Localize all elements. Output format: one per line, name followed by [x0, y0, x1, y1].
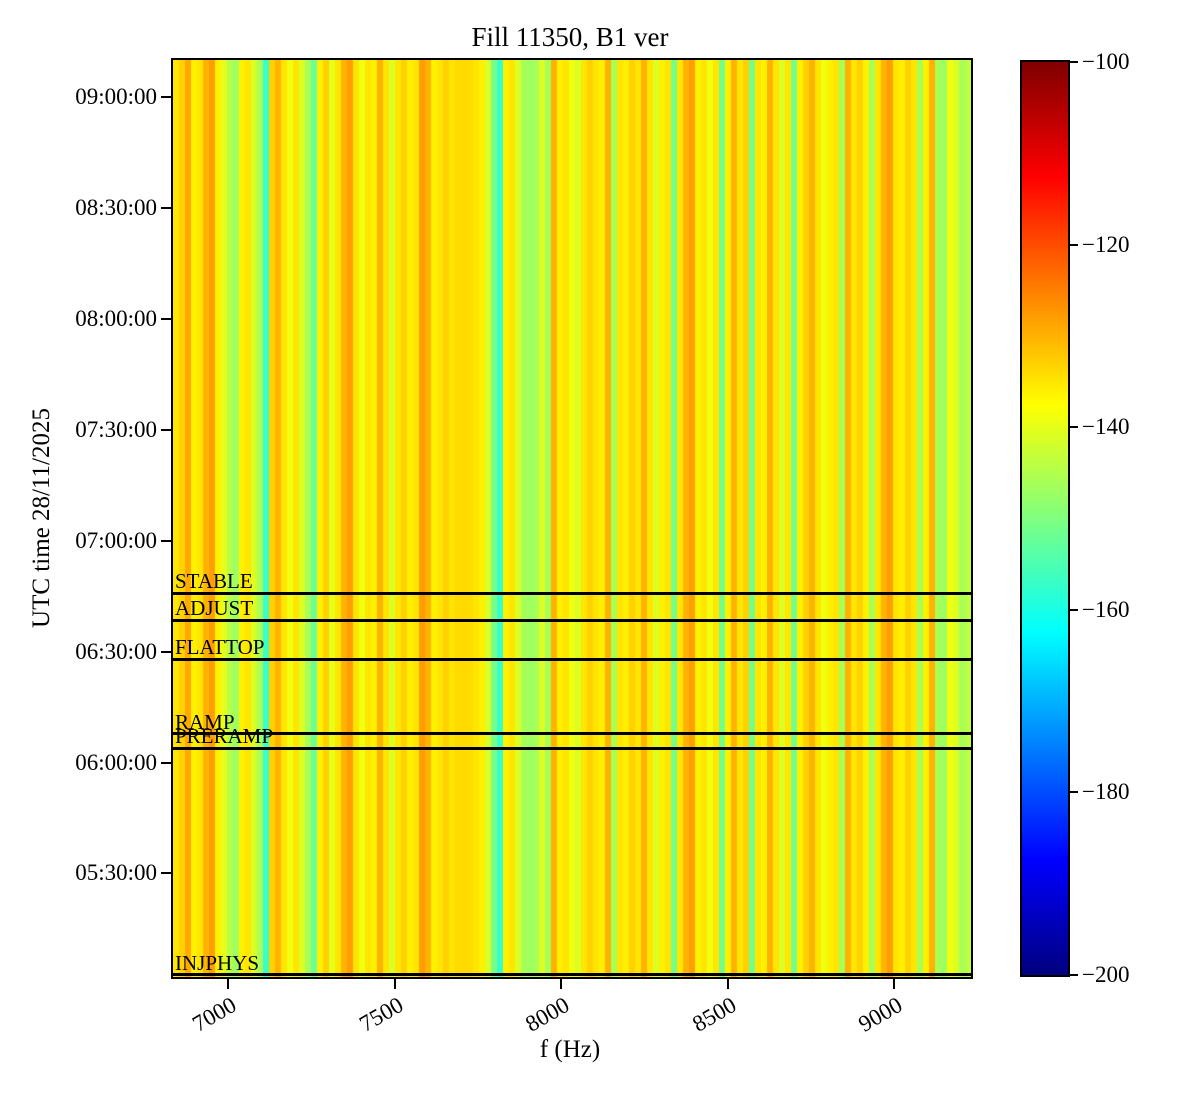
beam-mode-label-adjust: ADJUST: [175, 596, 254, 621]
y-tick-label: 06:00:00: [75, 749, 157, 775]
beam-mode-line-preramp: [173, 746, 971, 750]
colorbar-tick-mark: [1070, 426, 1078, 429]
chart-title: Fill 11350, B1 ver: [471, 22, 669, 52]
y-tick-mark: [161, 761, 171, 764]
beam-mode-line-injphys: [173, 972, 971, 976]
y-tick-mark: [161, 539, 171, 542]
x-tick-mark: [226, 979, 229, 989]
x-tick-mark: [393, 979, 396, 989]
colorbar-tick-label: −120: [1082, 231, 1130, 257]
beam-mode-line-adjust: [173, 618, 971, 622]
y-tick-label: 08:30:00: [75, 194, 157, 220]
y-tick-mark: [161, 95, 171, 98]
colorbar-tick-mark: [1070, 61, 1078, 63]
colorbar-tick-mark: [1070, 243, 1078, 246]
y-tick-label: 08:00:00: [75, 305, 157, 331]
colorbar-tick-label: −200: [1082, 962, 1130, 987]
y-tick-mark: [161, 650, 171, 653]
beam-mode-label-preramp: PRERAMP: [175, 724, 274, 749]
colorbar-tick-label: −100: [1082, 49, 1130, 74]
y-tick-label: 06:30:00: [75, 638, 157, 664]
x-tick-mark: [560, 979, 563, 989]
y-tick-mark: [161, 206, 171, 209]
colorbar-tick-mark: [1070, 608, 1078, 611]
colorbar-tick-mark: [1070, 974, 1078, 976]
y-tick-label: 09:00:00: [75, 83, 157, 109]
colorbar-gradient: [1022, 62, 1068, 975]
colorbar: [1020, 60, 1070, 977]
spectrogram-plot: STABLE ADJUST FLATTOP RAMP PRERAMP INJPHYS: [171, 58, 973, 979]
beam-mode-line-flattop: [173, 657, 971, 661]
x-axis-label: f (Hz): [539, 1036, 601, 1063]
y-tick-label: 07:00:00: [75, 527, 157, 553]
y-tick-label: 07:30:00: [75, 416, 157, 442]
y-tick-mark: [161, 317, 171, 320]
y-tick-mark: [161, 428, 171, 431]
beam-mode-label-injphys: INJPHYS: [175, 951, 260, 976]
colorbar-tick-label: −160: [1082, 596, 1130, 622]
beam-mode-label-flattop: FLATTOP: [175, 635, 265, 659]
colorbar-tick-label: −180: [1082, 779, 1130, 805]
beam-mode-label-ramp: RAMP: [175, 709, 235, 734]
beam-mode-line-ramp: [173, 732, 971, 736]
y-tick-mark: [161, 872, 171, 875]
colorbar-tick-mark: [1070, 791, 1078, 794]
x-tick-mark: [726, 979, 729, 989]
y-tick-label: 05:30:00: [75, 860, 157, 886]
beam-mode-line-stable: [173, 591, 971, 595]
spectrogram-heatmap: [173, 60, 971, 977]
beam-mode-label-stable: STABLE: [175, 569, 253, 594]
x-tick-mark: [893, 979, 896, 989]
colorbar-tick-label: −140: [1082, 414, 1130, 440]
